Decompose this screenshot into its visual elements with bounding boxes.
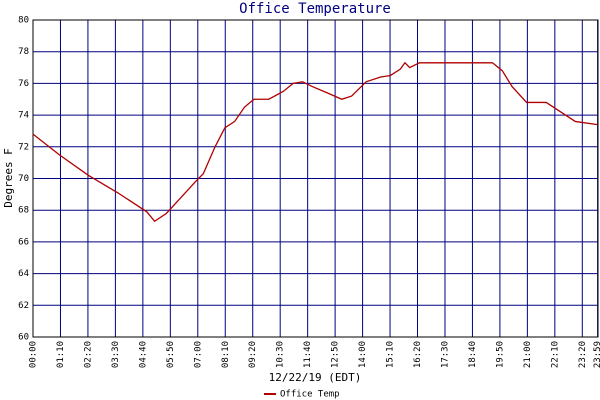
y-tick-label: 70 [18,174,29,184]
x-tick-label: 18:40 [468,341,478,368]
chart-title: Office Temperature [239,1,391,17]
x-tick-label: 04:40 [138,341,148,368]
y-tick-label: 66 [18,237,29,247]
y-tick-label: 78 [18,47,29,57]
x-tick-label: 11:40 [303,341,313,368]
x-tick-label: 03:30 [111,341,121,368]
x-tick-label: 14:00 [358,341,368,368]
x-tick-label: 21:00 [523,341,533,368]
y-tick-label: 72 [18,142,29,152]
x-tick-label: 01:10 [56,341,66,368]
legend-label: Office Temp [280,390,340,400]
plot-border [32,19,599,338]
x-tick-label: 09:20 [248,341,258,368]
y-axis-title: Degrees F [2,148,15,208]
y-tick-label: 68 [18,206,29,216]
data-line [32,61,598,223]
x-tick-label: 07:00 [193,341,203,368]
x-tick-label: 10:30 [276,341,286,368]
x-tick-label: 00:00 [29,341,39,368]
x-tick-label: 15:10 [386,341,396,368]
x-tick-label: 19:50 [495,341,505,368]
x-tick-label: 22:10 [550,341,560,368]
x-tick-label: 23:59 [593,341,600,368]
y-tick-label: 74 [18,111,29,121]
x-axis-title: 12/22/19 (EDT) [269,371,362,384]
x-tick-label: 05:50 [166,341,176,368]
y-tick-label: 62 [18,301,29,311]
y-tick-label: 76 [18,79,29,89]
x-tick-label: 23:20 [578,341,588,368]
y-tick-label: 80 [18,16,29,26]
y-tick-label: 60 [18,333,29,343]
x-tick-label: 08:10 [221,341,231,368]
x-tick-label: 02:20 [83,341,93,368]
x-tick-label: 12:50 [331,341,341,368]
y-tick-label: 64 [18,269,29,279]
x-tick-label: 17:30 [440,341,450,368]
x-tick-label: 16:20 [413,341,423,368]
